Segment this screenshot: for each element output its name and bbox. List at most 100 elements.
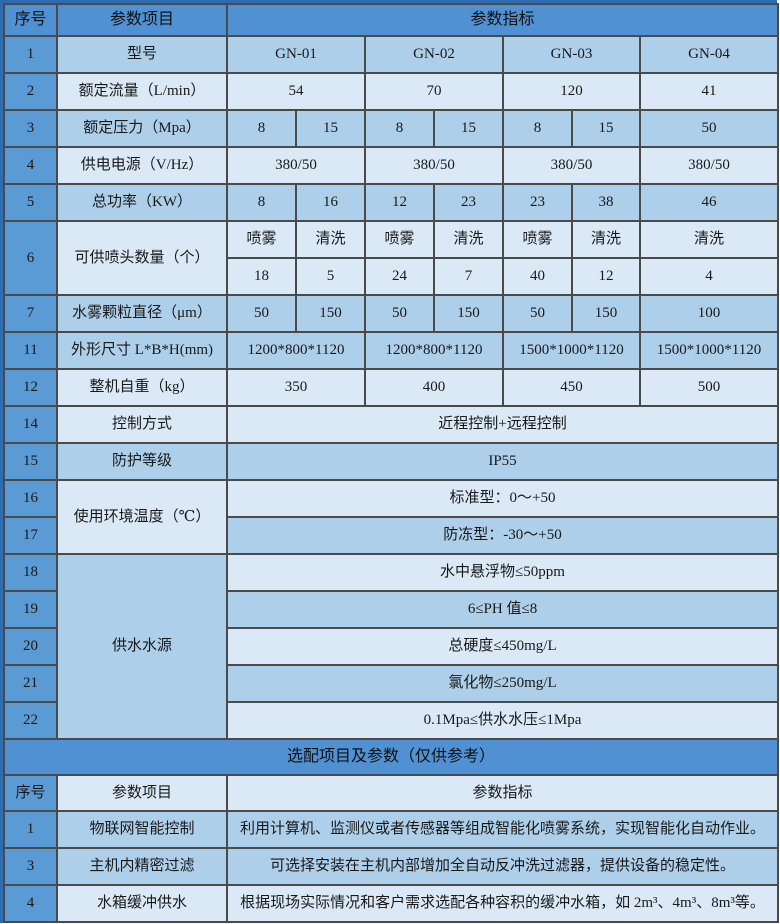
param-name: 供电电源（V/Hz） bbox=[56, 146, 228, 185]
table-row: 序号 参数项目 参数指标 bbox=[3, 774, 780, 812]
table-row: 18 5 24 7 40 12 4 bbox=[4, 257, 780, 296]
param-value: 7 bbox=[433, 257, 504, 296]
param-value: 氯化物≤250mg/L bbox=[225, 664, 780, 703]
param-value: 50 bbox=[364, 294, 435, 333]
row-number: 12 bbox=[3, 368, 58, 407]
col-header-index: 参数指标 bbox=[225, 774, 780, 812]
param-value: 100 bbox=[638, 294, 780, 333]
spec-table-body: 序号 参数项目 参数指标 1 型号 GN-01 GN-02 GN-03 GN-04 2 额定流量（L… bbox=[2, 3, 780, 923]
param-value: 8 bbox=[364, 109, 435, 148]
param-value: 70 bbox=[364, 72, 504, 111]
param-name: 外形尺寸 L*B*H(mm) bbox=[56, 331, 228, 370]
param-value: 标准型：0～+50 bbox=[225, 479, 780, 518]
param-value: 15 bbox=[433, 109, 504, 148]
param-value: 可选择安装在主机内部增加全自动反冲洗过滤器，提供设备的稳定性。 bbox=[225, 847, 780, 886]
param-value: 利用计算机、监测仪或者传感器等组成智能化喷雾系统，实现智能化自动作业。 bbox=[225, 810, 780, 849]
table-row: 20 总硬度≤450mg/L bbox=[3, 627, 780, 666]
param-name: 额定流量（L/min） bbox=[56, 72, 228, 111]
row-number: 5 bbox=[3, 183, 58, 222]
param-value: 1500*1000*1120 bbox=[638, 331, 780, 370]
table-row: 4 供电电源（V/Hz） 380/50 380/50 380/50 380/50 bbox=[3, 146, 780, 185]
param-value: 50 bbox=[502, 294, 573, 333]
param-value: 24 bbox=[364, 257, 435, 296]
param-value: 防冻型：-30～+50 bbox=[225, 516, 780, 555]
table-row: 4 水箱缓冲供水 根据现场实际情况和客户需求选配各种容积的缓冲水箱，如 2m³、4m… bbox=[3, 884, 780, 923]
table-row: 2 额定流量（L/min） 54 70 120 41 bbox=[3, 72, 780, 111]
row-number: 1 bbox=[3, 810, 58, 849]
param-name: 供水水源 bbox=[56, 553, 228, 740]
model-name: GN-03 bbox=[502, 35, 641, 74]
param-value: 15 bbox=[571, 109, 641, 148]
param-name: 型号 bbox=[56, 35, 228, 74]
param-value: 8 bbox=[226, 183, 297, 222]
mode-label: 喷雾 bbox=[226, 220, 297, 259]
model-name: GN-04 bbox=[638, 35, 780, 74]
param-value: 6≤PH 值≤8 bbox=[225, 590, 780, 629]
param-value: 38 bbox=[571, 183, 641, 222]
param-value: 23 bbox=[502, 183, 573, 222]
param-value: 0.1Mpa≤供水水压≤1Mpa bbox=[225, 701, 780, 740]
table-row: 17 防冻型：-30～+50 bbox=[3, 516, 780, 555]
param-value: 40 bbox=[502, 257, 573, 296]
table-row: 22 0.1Mpa≤供水水压≤1Mpa bbox=[3, 701, 780, 740]
param-value: 近程控制+远程控制 bbox=[225, 405, 780, 444]
table-row: 21 氯化物≤250mg/L bbox=[3, 664, 780, 703]
col-header-index: 参数指标 bbox=[225, 3, 780, 37]
param-name: 主机内精密过滤 bbox=[56, 847, 228, 886]
row-number: 4 bbox=[3, 146, 58, 185]
mode-label: 清洗 bbox=[295, 220, 366, 259]
row-number: 1 bbox=[3, 35, 58, 74]
mode-label: 喷雾 bbox=[364, 220, 435, 259]
row-number: 3 bbox=[3, 847, 58, 886]
param-value: 根据现场实际情况和客户需求选配各种容积的缓冲水箱，如 2m³、4m³、8m³等。 bbox=[225, 884, 780, 923]
param-value: 150 bbox=[433, 294, 504, 333]
row-number: 4 bbox=[3, 884, 58, 923]
table-row: 11 外形尺寸 L*B*H(mm) 1200*800*1120 1200*800*11… bbox=[3, 331, 780, 370]
param-value: 15 bbox=[295, 109, 366, 148]
param-name: 可供喷头数量（个） bbox=[56, 220, 228, 296]
param-value: 8 bbox=[502, 109, 573, 148]
param-value: 120 bbox=[502, 72, 641, 111]
table-row: 1 型号 GN-01 GN-02 GN-03 GN-04 bbox=[3, 35, 780, 74]
row-number: 17 bbox=[3, 516, 58, 555]
col-header-item: 参数项目 bbox=[56, 774, 228, 812]
row-number: 11 bbox=[3, 331, 58, 370]
param-value: 4 bbox=[638, 257, 780, 296]
param-value: 1200*800*1120 bbox=[226, 331, 366, 370]
mode-label: 清洗 bbox=[638, 220, 780, 259]
section-title: 选配项目及参数（仅供参考） bbox=[2, 738, 780, 776]
mode-label: 喷雾 bbox=[502, 220, 573, 259]
param-value: 46 bbox=[638, 183, 780, 222]
table-row: 6 可供喷头数量（个） 喷雾 清洗 喷雾 清洗 喷雾 清洗 清洗 bbox=[3, 220, 780, 296]
mode-label: 清洗 bbox=[571, 220, 641, 259]
row-number: 20 bbox=[3, 627, 58, 666]
param-value: 1500*1000*1120 bbox=[502, 331, 641, 370]
param-value: 16 bbox=[295, 183, 366, 222]
param-value: 500 bbox=[638, 368, 780, 407]
param-value: 8 bbox=[226, 109, 297, 148]
row-number: 18 bbox=[3, 553, 58, 592]
row-number: 15 bbox=[3, 442, 58, 481]
param-name: 控制方式 bbox=[56, 405, 228, 444]
table-row: 18 供水水源 水中悬浮物≤50ppm bbox=[3, 553, 780, 740]
param-value: 380/50 bbox=[364, 146, 504, 185]
col-header-seq: 序号 bbox=[3, 774, 58, 812]
row-number: 7 bbox=[3, 294, 58, 333]
param-name: 防护等级 bbox=[56, 442, 228, 481]
spec-table: 序号 参数项目 参数指标 1 型号 GN-01 GN-02 GN-03 GN-04 2 额定流量（L… bbox=[2, 3, 780, 923]
table-row: 3 主机内精密过滤 可选择安装在主机内部增加全自动反冲洗过滤器，提供设备的稳定性。 bbox=[3, 847, 780, 886]
param-name: 物联网智能控制 bbox=[56, 810, 228, 849]
row-number: 6 bbox=[3, 220, 58, 296]
table-row: 16 使用环境温度（℃） 标准型：0～+50 bbox=[3, 479, 780, 555]
param-value: 41 bbox=[638, 72, 780, 111]
param-name: 额定压力（Mpa） bbox=[56, 109, 228, 148]
param-value: 5 bbox=[295, 257, 366, 296]
row-number: 2 bbox=[3, 72, 58, 111]
model-name: GN-01 bbox=[226, 35, 366, 74]
table-row: 序号 参数项目 参数指标 bbox=[3, 3, 780, 37]
param-value: 380/50 bbox=[502, 146, 641, 185]
param-value: 54 bbox=[226, 72, 366, 111]
param-name: 使用环境温度（℃） bbox=[56, 479, 228, 555]
model-name: GN-02 bbox=[364, 35, 504, 74]
